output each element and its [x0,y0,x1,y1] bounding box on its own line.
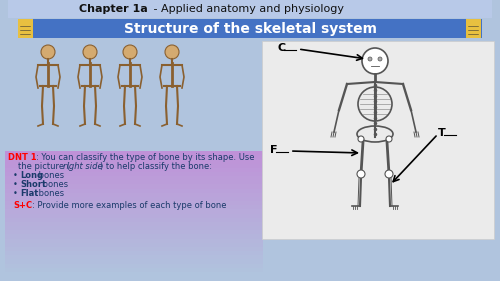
Text: C: C [278,43,286,53]
Text: Chapter 1a: Chapter 1a [79,4,148,14]
Bar [18,19,33,38]
Bar [5,159,263,164]
Bar [5,209,263,214]
Circle shape [385,170,393,178]
Bar [5,246,263,251]
Bar [5,238,263,243]
Circle shape [368,57,372,61]
Bar [5,176,263,180]
Bar [5,167,263,172]
Text: bones: bones [40,180,68,189]
Bar [262,41,494,239]
Text: ) to help classify the bone:: ) to help classify the bone: [100,162,212,171]
Text: •: • [13,180,18,189]
Bar [5,250,263,255]
Text: •: • [13,189,18,198]
Circle shape [378,57,382,61]
Circle shape [362,48,388,74]
Text: right side: right side [63,162,102,171]
Bar [5,184,263,189]
Circle shape [83,45,97,59]
Bar [5,234,263,239]
Circle shape [123,45,137,59]
Bar [5,205,263,209]
Circle shape [358,136,364,142]
Bar [5,221,263,226]
Bar [5,225,263,230]
Bar [0,38,500,281]
Text: Structure of the skeletal system: Structure of the skeletal system [124,22,376,35]
Bar [5,171,263,176]
Text: : Provide more examples of each type of bone: : Provide more examples of each type of … [32,201,226,210]
Text: - Applied anatomy and physiology: - Applied anatomy and physiology [150,4,344,14]
Bar [5,213,263,218]
Bar [5,259,263,264]
Bar [466,19,481,38]
Bar [5,188,263,193]
Bar [5,201,263,205]
Text: bones: bones [36,171,64,180]
Bar [8,0,492,18]
Bar [5,155,263,159]
Bar [5,242,263,247]
Text: S+C: S+C [13,201,32,210]
Text: Flat: Flat [20,189,38,198]
Circle shape [386,136,392,142]
Bar [5,217,263,222]
Bar [5,163,263,168]
Bar [5,180,263,184]
Text: Short: Short [20,180,46,189]
Circle shape [357,170,365,178]
Bar [5,192,263,197]
Text: F: F [270,145,278,155]
Bar [5,230,263,234]
Text: the picture (: the picture ( [18,162,70,171]
Text: •: • [13,171,18,180]
Text: : You can classify the type of bone by its shape. Use: : You can classify the type of bone by i… [36,153,254,162]
Bar [5,271,263,276]
Text: DNT 1: DNT 1 [8,153,36,162]
Circle shape [41,45,55,59]
Circle shape [165,45,179,59]
Bar [18,19,482,38]
Text: bones: bones [36,189,64,198]
Bar [5,255,263,259]
Bar [5,196,263,201]
Bar [5,267,263,272]
Text: Long: Long [20,171,43,180]
Text: T: T [438,128,446,138]
Bar [5,151,263,155]
Bar [5,263,263,268]
